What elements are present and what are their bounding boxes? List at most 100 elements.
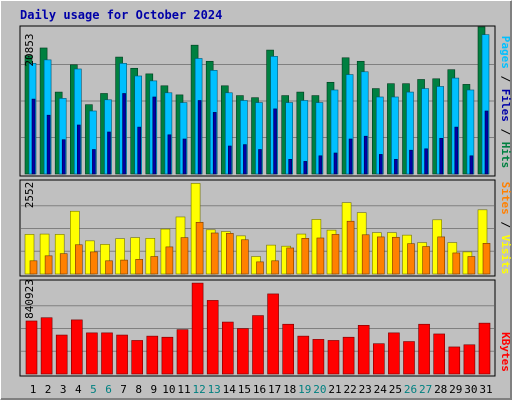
hits-bar-pages-1 [31,98,36,175]
visits-bar-sites-9 [150,256,159,275]
kbytes-bar-kbytes-11 [176,329,189,375]
kbytes-bar-kbytes-22 [342,336,355,375]
visits-bar-visits-8 [130,237,140,275]
panel-kbytes: 840923 KBytes [19,279,512,377]
hits-side-label-part: Hits [499,142,512,169]
visits-bar-sites-16 [256,261,264,275]
x-tick-day-26: 26 [404,383,417,396]
kbytes-bar-kbytes-14 [222,321,234,375]
x-tick-day-27: 27 [419,383,432,396]
visits-bar-sites-24 [376,236,385,275]
x-tick-day-28: 28 [434,383,447,396]
x-tick-day-3: 3 [60,383,67,396]
visits-bar-sites-6 [105,260,113,275]
visits-bar-sites-18 [286,247,295,275]
kbytes-bar-kbytes-3 [55,334,68,375]
kbytes-bar-kbytes-12 [191,282,204,375]
hits-bar-pages-4 [77,124,81,175]
kbytes-bar-kbytes-28 [433,333,446,375]
kbytes-bar-kbytes-1 [25,320,38,375]
x-tick-day-18: 18 [283,383,296,396]
kbytes-bar-kbytes-15 [237,328,249,375]
hits-bar-pages-6 [107,131,111,175]
x-tick-day-22: 22 [343,383,356,396]
visits-bar-visits-6 [100,244,110,275]
kbytes-bar-kbytes-19 [297,335,310,375]
x-tick-day-30: 30 [464,383,477,396]
visits-bar-visits-1 [24,234,35,275]
visits-bar-sites-11 [180,237,189,275]
visits-bar-sites-10 [165,246,174,275]
visits-bar-sites-5 [90,251,98,275]
kbytes-bar-kbytes-20 [312,339,325,375]
x-tick-day-14: 14 [223,383,237,396]
kbytes-bar-kbytes-16 [252,315,264,375]
kbytes-bar-kbytes-26 [403,341,415,375]
visits-bar-sites-7 [120,259,128,275]
hits-bar-pages-28 [439,137,444,175]
kbytes-bar-kbytes-18 [282,323,295,375]
kbytes-max-label: 840923 [23,279,36,319]
chart-title: Daily usage for October 2024 [20,8,222,22]
visits-side-label-part: Visits [499,235,512,275]
kbytes-bars [21,282,494,375]
kbytes-bar-kbytes-21 [327,340,340,375]
kbytes-bar-kbytes-2 [40,317,53,375]
x-tick-day-9: 9 [150,383,157,396]
kbytes-side-label-part: KBytes [499,332,512,372]
hits-bar-pages-31 [484,110,489,175]
x-tick-day-6: 6 [105,383,112,396]
visits-bar-sites-21 [331,234,340,275]
kbytes-bar-kbytes-23 [357,325,370,375]
visits-bar-sites-31 [482,243,491,275]
x-tick-day-16: 16 [253,383,266,396]
x-tick-day-8: 8 [135,383,142,396]
x-tick-day-15: 15 [238,383,251,396]
kbytes-bar-kbytes-24 [372,343,385,375]
visits-bar-visits-31 [477,209,488,275]
x-tick-day-7: 7 [120,383,127,396]
visits-bar-sites-1 [29,260,38,275]
x-tick-day-23: 23 [359,383,372,396]
visits-bar-sites-25 [392,236,400,275]
visits-bar-sites-4 [75,244,83,275]
hits-bar-pages-14 [228,145,232,175]
visits-bar-sites-30 [467,256,476,275]
hits-bar-pages-30 [469,155,474,175]
hits-bar-pages-20 [318,155,323,175]
hits-bar-pages-17 [273,108,277,175]
kbytes-bar-kbytes-4 [71,319,83,375]
visits-side-label-part: / [499,215,512,235]
kbytes-bar-kbytes-30 [463,344,476,375]
x-tick-day-2: 2 [45,383,52,396]
x-tick-day-24: 24 [374,383,388,396]
kbytes-bar-kbytes-7 [116,334,128,375]
x-tick-day-17: 17 [268,383,281,396]
kbytes-bar-kbytes-9 [146,335,159,375]
visits-bar-sites-12 [195,221,204,275]
visits-bar-visits-9 [145,238,156,275]
hits-bar-pages-15 [243,144,247,175]
x-tick-day-19: 19 [298,383,311,396]
x-tick-day-25: 25 [389,383,402,396]
visits-max-label: 2552 [23,182,36,209]
visits-bar-visits-4 [70,210,80,275]
x-tick-day-12: 12 [192,383,205,396]
visits-bar-sites-27 [422,246,430,275]
visits-bar-sites-3 [59,253,68,275]
hits-bar-pages-16 [258,149,262,175]
kbytes-bar-kbytes-17 [267,293,279,375]
visits-side-label-part: Sites [499,182,512,215]
kbytes-bar-kbytes-25 [388,332,400,375]
kbytes-side-legend: KBytes [499,332,512,372]
visits-bar-sites-13 [210,232,219,275]
hits-bar-pages-27 [424,148,428,175]
visits-bars [21,183,494,275]
hits-max-label: 20853 [23,33,36,66]
x-tick-day-1: 1 [30,383,37,396]
x-tick-day-4: 4 [75,383,82,396]
visits-bar-sites-29 [452,252,461,275]
hits-bar-pages-10 [167,134,172,175]
x-axis-day-labels: 1 2 3 4 5 6 7 8 9 10 11 12 13 14 15 16 17 18 19 20 21 22 23 24 2… [30,383,493,396]
